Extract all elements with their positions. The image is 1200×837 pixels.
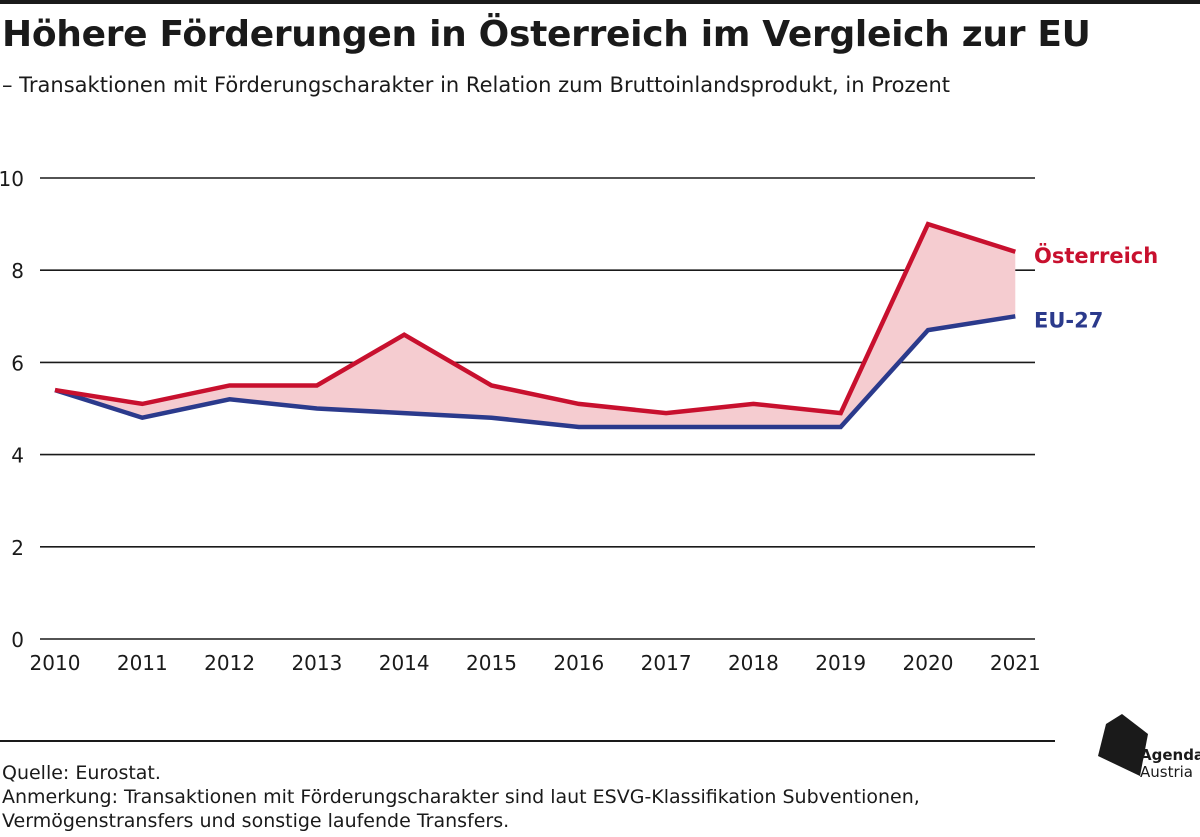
series-label-oesterreich: Österreich	[1034, 243, 1158, 268]
x-tick-label-2021: 2021	[990, 651, 1041, 675]
source-note: Quelle: Eurostat.	[2, 762, 161, 784]
y-tick-label-2: 2	[11, 536, 24, 560]
remark-note-line2: Vermögenstransfers und sonstige laufende…	[2, 810, 510, 832]
x-tick-label-2018: 2018	[728, 651, 779, 675]
series-label-eu27: EU-27	[1034, 308, 1103, 332]
agenda-austria-logo-icon	[1098, 714, 1148, 776]
line-chart: 0 2 4 6 8 10 2010 2011 2012 2013 2014 2015 2016 2017…	[0, 167, 1158, 675]
y-axis-ticks: 0 2 4 6 8 10	[0, 167, 24, 652]
x-tick-label-2010: 2010	[30, 651, 81, 675]
logo-wordmark: Agenda Austria	[1140, 747, 1200, 781]
y-tick-label-4: 4	[11, 444, 24, 468]
x-tick-label-2015: 2015	[466, 651, 517, 675]
logo-line2: Austria	[1140, 763, 1193, 781]
series-line-oesterreich	[54, 221, 1016, 416]
logo-line1: Agenda	[1140, 746, 1200, 764]
chart-title: Höhere Förderungen in Österreich im Verg…	[2, 14, 1091, 55]
chart-subtitle: – Transaktionen mit Förderungscharakter …	[2, 73, 951, 97]
x-tick-label-2016: 2016	[553, 651, 604, 675]
y-tick-label-8: 8	[11, 259, 24, 283]
series-lines	[54, 221, 1016, 430]
x-tick-label-2019: 2019	[815, 651, 866, 675]
bottom-rule	[0, 740, 1055, 742]
x-tick-label-2020: 2020	[903, 651, 954, 675]
x-tick-label-2014: 2014	[379, 651, 430, 675]
y-tick-label-0: 0	[11, 628, 24, 652]
x-tick-label-2013: 2013	[291, 651, 342, 675]
remark-note-line1: Anmerkung: Transaktionen mit Förderungsc…	[2, 786, 920, 808]
x-tick-label-2011: 2011	[117, 651, 168, 675]
grid-lines	[40, 177, 1035, 640]
footnotes: Quelle: Eurostat. Anmerkung: Transaktion…	[2, 761, 920, 833]
series-line-eu27	[54, 314, 1016, 430]
y-tick-label-10: 10	[0, 167, 24, 191]
top-rule	[0, 0, 1200, 4]
y-tick-label-6: 6	[11, 351, 24, 375]
x-axis-ticks: 2010 2011 2012 2013 2014 2015 2016 2017 2018 2019…	[30, 651, 1041, 675]
x-tick-label-2012: 2012	[204, 651, 255, 675]
series-labels: EU-27 Österreich	[1034, 243, 1158, 333]
x-tick-label-2017: 2017	[641, 651, 692, 675]
